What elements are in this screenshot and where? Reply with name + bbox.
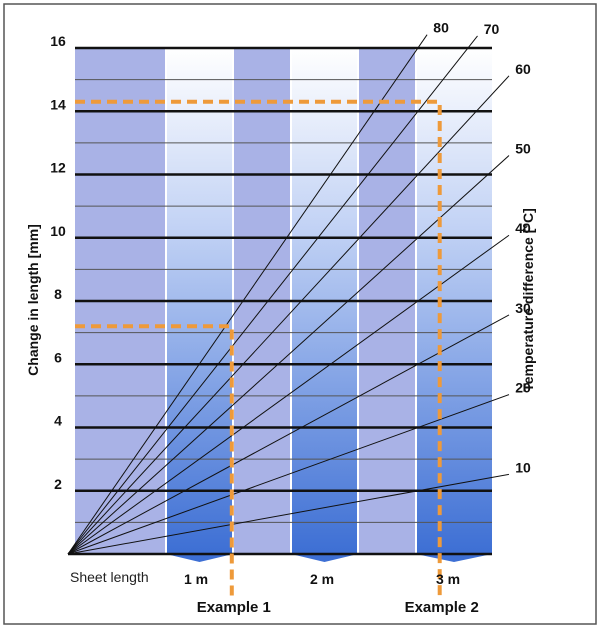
example-labels: Example 1 Example 2 — [197, 599, 479, 616]
temperature-label: 10 — [515, 459, 531, 475]
temperature-label: 60 — [515, 61, 531, 77]
temperature-label: 70 — [484, 21, 500, 37]
x-axis-ticks: 1 m 2 m 3 m — [184, 571, 460, 587]
temperature-line-80 — [67, 34, 428, 555]
minor-gridlines — [75, 79, 492, 523]
x-tick-label: 1 m — [184, 571, 208, 587]
temperature-line-30 — [67, 314, 510, 555]
temperature-label: 40 — [515, 220, 531, 236]
y-tick-label: 16 — [50, 33, 66, 49]
example-guide-2 — [75, 99, 442, 598]
temperature-line-10 — [67, 473, 510, 555]
example-label: Example 2 — [405, 599, 479, 616]
x-tick-label: 3 m — [436, 571, 460, 587]
major-gridlines — [68, 46, 492, 556]
x-axis-title: Sheet length — [70, 569, 149, 585]
temperature-line-20 — [67, 394, 510, 555]
y-tick-label: 4 — [54, 413, 62, 429]
temperature-lines — [67, 34, 510, 555]
y-axis-ticks: 2 4 6 8 10 12 14 16 — [50, 33, 66, 492]
example-guides — [75, 99, 442, 598]
example-label: Example 1 — [197, 599, 271, 616]
y-tick-label: 6 — [54, 349, 62, 365]
y-axis-title: Change in length [mm] — [25, 224, 41, 376]
temperature-labels: 10 20 30 40 50 60 70 80 — [433, 20, 531, 476]
y-tick-label: 12 — [50, 160, 66, 176]
temperature-line-50 — [67, 155, 510, 555]
y2-axis-title: Temperature difference [°C] — [520, 208, 536, 392]
y-tick-label: 14 — [50, 96, 66, 112]
temperature-line-40 — [67, 234, 510, 555]
x-tick-label: 2 m — [310, 571, 334, 587]
y-tick-label: 8 — [54, 286, 62, 302]
temperature-label: 30 — [515, 300, 531, 316]
column-bands — [75, 48, 492, 562]
example-guide-1 — [75, 324, 234, 598]
temperature-label: 80 — [433, 20, 449, 36]
temperature-line-60 — [67, 75, 510, 555]
temperature-label: 50 — [515, 141, 531, 157]
y-tick-label: 10 — [50, 223, 66, 239]
band-notch-1 — [166, 554, 233, 562]
temperature-line-70 — [67, 35, 478, 555]
band-notch-3 — [416, 554, 492, 562]
y-tick-label: 2 — [54, 476, 62, 492]
band-notch-2 — [291, 554, 358, 562]
temperature-label: 20 — [515, 380, 531, 396]
